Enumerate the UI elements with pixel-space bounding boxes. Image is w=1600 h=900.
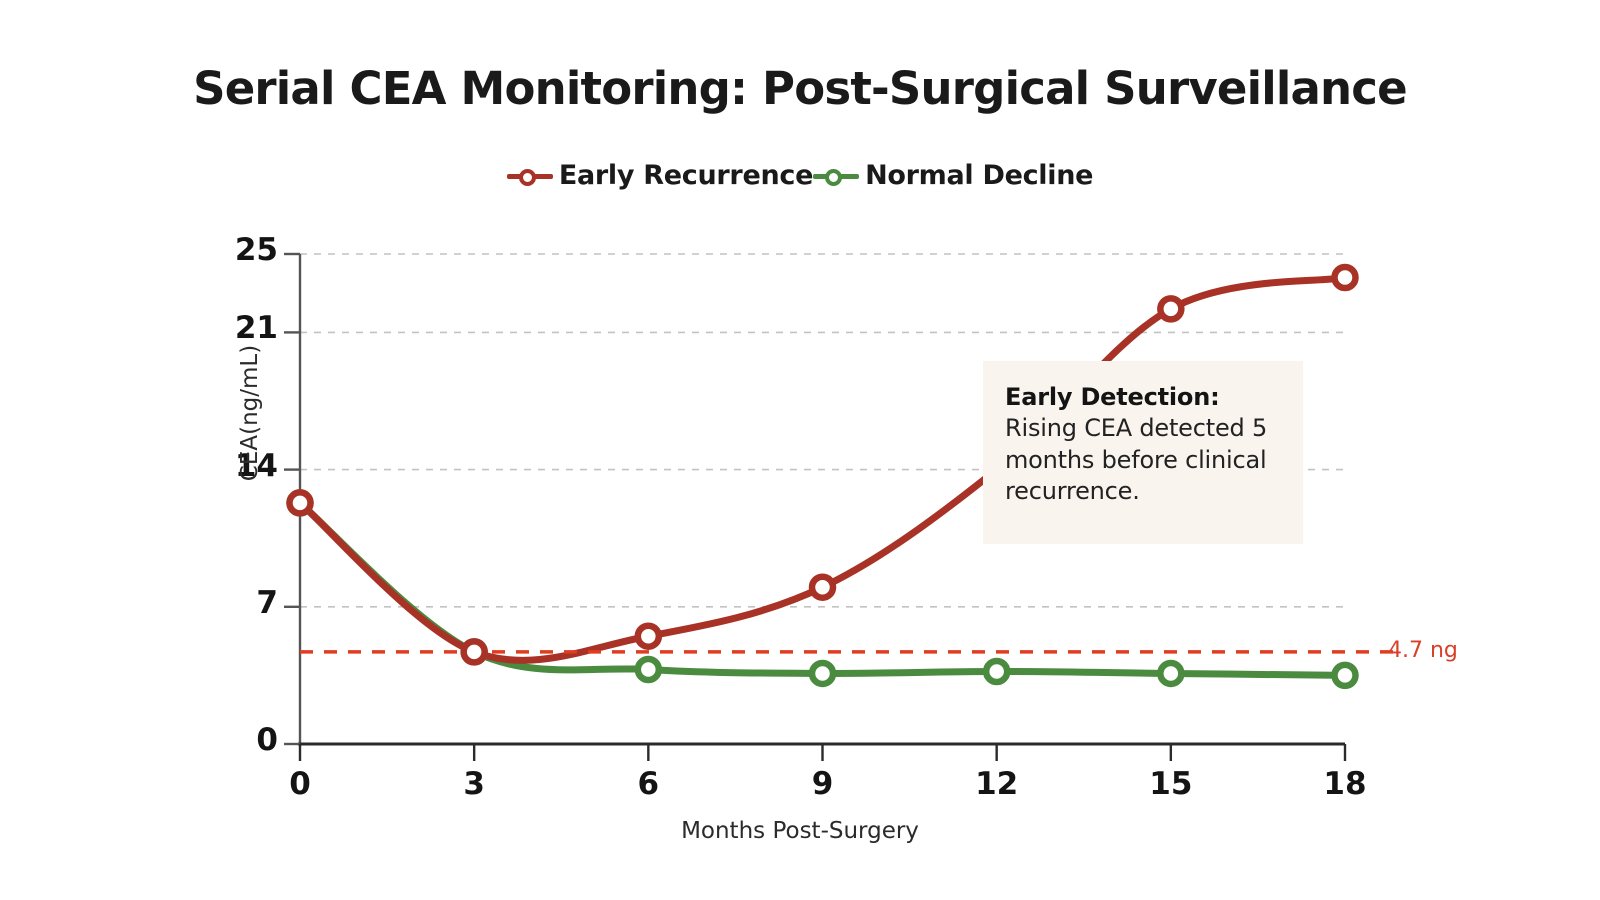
x-tick-label: 3 xyxy=(463,766,485,802)
legend-marker-icon-normal-decline xyxy=(813,165,860,187)
y-tick-label: 25 xyxy=(234,232,278,268)
annotation-body: Rising CEA detected 5 months before clin… xyxy=(1005,414,1268,506)
x-tick-label: 12 xyxy=(975,766,1019,802)
legend-item-early-recurrence[interactable]: Early Recurrence xyxy=(506,160,814,191)
annotation-callout: Early Detection: Rising CEA detected 5 m… xyxy=(983,361,1303,544)
legend-label-normal-decline: Normal Decline xyxy=(865,160,1094,191)
x-tick-label: 6 xyxy=(637,766,660,802)
legend-label-early-recurrence: Early Recurrence xyxy=(558,160,814,191)
legend-item-normal-decline[interactable]: Normal Decline xyxy=(813,160,1093,191)
x-tick-label: 18 xyxy=(1323,766,1367,802)
y-tick-label: 14 xyxy=(234,447,278,484)
y-axis-label: CEA(ng/mL) xyxy=(237,344,263,482)
x-tick-label: 0 xyxy=(289,766,311,802)
chart-title: Serial CEA Monitoring: Post-Surgical Sur… xyxy=(193,62,1408,115)
annotation-title: Early Detection: xyxy=(1005,383,1220,411)
x-tick-label: 15 xyxy=(1149,766,1193,802)
y-tick-label: 7 xyxy=(256,584,278,621)
x-axis-label: Months Post-Surgery xyxy=(681,818,919,844)
legend-marker-icon-early-recurrence xyxy=(506,165,553,187)
y-tick-label: 0 xyxy=(256,722,278,758)
chart-legend: Early Recurrence Normal Decline xyxy=(0,160,1600,191)
x-tick-label: 9 xyxy=(811,766,834,802)
threshold-label: 4.7 ng xyxy=(1388,637,1458,663)
y-tick-label: 21 xyxy=(234,310,278,347)
